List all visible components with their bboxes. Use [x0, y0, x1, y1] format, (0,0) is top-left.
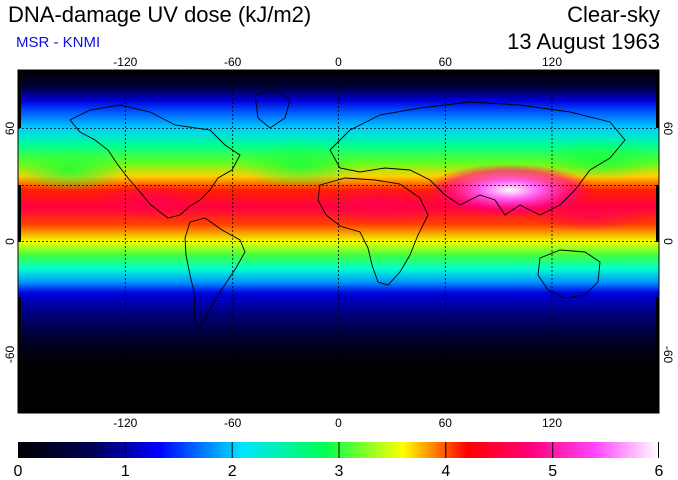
colorbar-label-6: 6: [655, 463, 664, 480]
lon-label-top-m120: -120: [113, 55, 137, 69]
south-america-coast: [184, 217, 246, 332]
data-source-label: MSR - KNMI: [16, 34, 101, 51]
lon-label-bottom-m120: -120: [113, 416, 137, 430]
north-america-coast: [69, 104, 241, 219]
colorbar-label-3: 3: [335, 463, 344, 480]
lon-label-top-60: 60: [439, 55, 453, 69]
colorbar-label-2: 2: [228, 463, 237, 480]
pacific-cloud-band: [18, 148, 125, 192]
colorbar-label-0: 0: [14, 463, 23, 480]
pacific-hotspot: [530, 199, 650, 231]
lat-label-left-0: 0: [3, 238, 17, 245]
lon-label-bottom-0: 0: [335, 416, 342, 430]
graticule: [18, 70, 659, 413]
lon-label-top-120: 120: [542, 55, 562, 69]
coastlines: [69, 89, 626, 332]
colorbar-label-1: 1: [121, 463, 130, 480]
lon-label-top-0: 0: [335, 55, 342, 69]
lon-label-top-m60: -60: [224, 55, 242, 69]
greenland-coast: [254, 89, 291, 129]
lon-label-bottom-m60: -60: [224, 416, 242, 430]
nw-pacific-cloud-band: [540, 140, 659, 180]
map-frame: [17, 69, 660, 414]
date-label: 13 August 1963: [507, 29, 660, 54]
lat-label-left-60: 60: [3, 122, 17, 136]
lat-label-right-0: 0: [661, 238, 675, 245]
lat-label-right-60: 60: [661, 122, 675, 136]
australia-coast: [537, 249, 601, 299]
lat-label-left-m60: -60: [3, 346, 17, 364]
colorbar-label-5: 5: [548, 463, 557, 480]
colorbar-label-4: 4: [441, 463, 450, 480]
sky-condition-label: Clear-sky: [567, 2, 660, 27]
frame-bars: [18, 70, 659, 413]
africa-coast: [317, 177, 429, 286]
map-title: DNA-damage UV dose (kJ/m2): [8, 2, 312, 27]
colorbar-ticks: [18, 442, 659, 458]
lon-label-bottom-60: 60: [439, 416, 453, 430]
eurasia-coast: [329, 101, 626, 216]
lon-label-bottom-120: 120: [542, 416, 562, 430]
lat-label-right-m60: -60: [661, 346, 675, 364]
atlantic-cloud-band: [240, 141, 360, 189]
mexico-hotspot: [95, 182, 205, 218]
